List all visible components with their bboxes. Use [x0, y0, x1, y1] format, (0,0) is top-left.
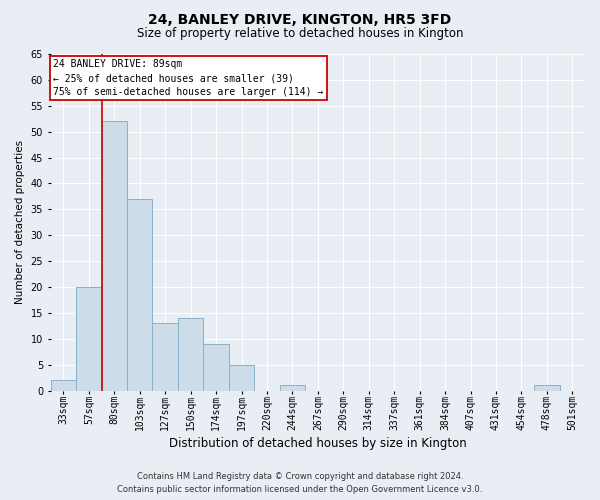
Text: Contains HM Land Registry data © Crown copyright and database right 2024.
Contai: Contains HM Land Registry data © Crown c…	[118, 472, 482, 494]
X-axis label: Distribution of detached houses by size in Kington: Distribution of detached houses by size …	[169, 437, 467, 450]
Bar	[76, 287, 101, 391]
Bar	[229, 364, 254, 390]
Text: 24 BANLEY DRIVE: 89sqm
← 25% of detached houses are smaller (39)
75% of semi-det: 24 BANLEY DRIVE: 89sqm ← 25% of detached…	[53, 59, 323, 97]
Text: Size of property relative to detached houses in Kington: Size of property relative to detached ho…	[137, 28, 463, 40]
Y-axis label: Number of detached properties: Number of detached properties	[15, 140, 25, 304]
Bar	[152, 324, 178, 390]
Bar	[127, 199, 152, 390]
Text: 24, BANLEY DRIVE, KINGTON, HR5 3FD: 24, BANLEY DRIVE, KINGTON, HR5 3FD	[148, 12, 452, 26]
Bar	[178, 318, 203, 390]
Bar	[50, 380, 76, 390]
Bar	[203, 344, 229, 391]
Bar	[534, 386, 560, 390]
Bar	[101, 122, 127, 390]
Bar	[280, 386, 305, 390]
